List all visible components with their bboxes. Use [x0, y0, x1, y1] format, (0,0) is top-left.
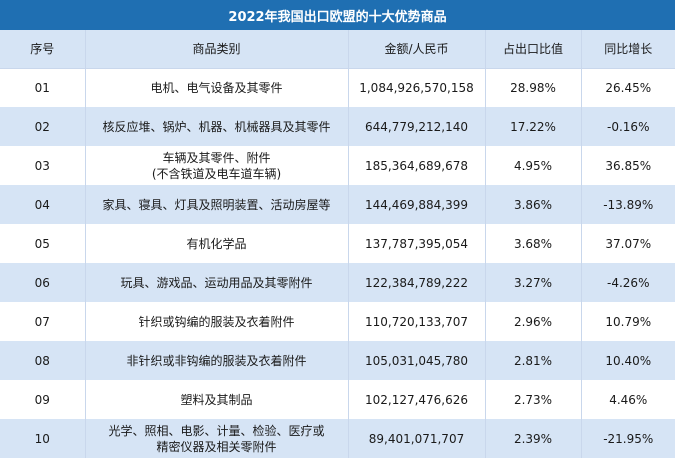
- table-row: 05 有机化学品 137,787,395,054 3.68% 37.07%: [0, 224, 675, 263]
- row-amount: 105,031,045,780: [348, 341, 486, 380]
- row-growth: -21.95%: [603, 431, 654, 446]
- category-line: 光学、照相、电影、计量、检验、医疗或: [108, 423, 325, 438]
- row-share: 4.95%: [485, 146, 582, 185]
- row-share: 17.22%: [485, 107, 582, 146]
- row-category: 非针织或非钩编的服装及衣着附件: [85, 341, 349, 380]
- category-line: 车辆及其零件、附件: [162, 150, 271, 165]
- header-share: 占出口比值: [485, 30, 582, 69]
- category-line: 核反应堆、锅炉、机器、机械器具及其零件: [102, 119, 331, 134]
- row-growth: 36.85%: [605, 158, 652, 173]
- row-index: 01: [0, 68, 86, 107]
- row-growth: -0.16%: [607, 119, 650, 134]
- row-share: 3.86%: [485, 185, 582, 224]
- header-row: 序号 商品类别 金额/人民币 占出口比值 同比增长: [0, 30, 675, 69]
- row-amount: 89,401,071,707: [348, 419, 486, 458]
- row-amount: 144,469,884,399: [348, 185, 486, 224]
- table-row: 10 光学、照相、电影、计量、检验、医疗或 精密仪器及相关零附件 89,401,071…: [0, 419, 675, 458]
- table-row: 07 针织或钩编的服装及衣着附件 110,720,133,707 2.96% 10.79…: [0, 302, 675, 341]
- row-share: 2.73%: [485, 380, 582, 419]
- category-line: 针织或钩编的服装及衣着附件: [138, 314, 295, 329]
- row-share: 2.96%: [485, 302, 582, 341]
- row-amount: 644,779,212,140: [348, 107, 486, 146]
- row-growth: 10.40%: [605, 353, 652, 368]
- category-line: 玩具、游戏品、运动用品及其零附件: [120, 275, 313, 290]
- table-row: 02 核反应堆、锅炉、机器、机械器具及其零件 644,779,212,140 17.2…: [0, 107, 675, 146]
- row-category: 针织或钩编的服装及衣着附件: [85, 302, 349, 341]
- row-index: 06: [0, 263, 86, 302]
- header-growth: 同比增长: [581, 30, 675, 69]
- row-amount: 137,787,395,054: [348, 224, 486, 263]
- category-line: 有机化学品: [186, 236, 247, 251]
- row-index: 10: [0, 419, 86, 458]
- row-category: 核反应堆、锅炉、机器、机械器具及其零件: [85, 107, 349, 146]
- row-category: 光学、照相、电影、计量、检验、医疗或 精密仪器及相关零附件: [85, 419, 349, 458]
- category-line: 电机、电气设备及其零件: [150, 80, 283, 95]
- row-index: 04: [0, 185, 86, 224]
- row-share: 3.68%: [485, 224, 582, 263]
- row-index: 02: [0, 107, 86, 146]
- row-share: 3.27%: [485, 263, 582, 302]
- table-body: 01 电机、电气设备及其零件 1,084,926,570,158 28.98% 26.4…: [0, 68, 675, 458]
- table-row: 01 电机、电气设备及其零件 1,084,926,570,158 28.98% 26.4…: [0, 68, 675, 107]
- table-row: 08 非针织或非钩编的服装及衣着附件 105,031,045,780 2.81% 10.…: [0, 341, 675, 380]
- category-line: 家具、寝具、灯具及照明装置、活动房屋等: [102, 197, 331, 212]
- table-row: 03 车辆及其零件、附件 (不含铁道及电车道车辆) 185,364,689,678 4.…: [0, 146, 675, 185]
- data-table: 序号 商品类别 金额/人民币 占出口比值 同比增长 01 电机、电气设备及其零件 1…: [0, 30, 675, 458]
- row-growth: 10.79%: [605, 314, 652, 329]
- row-category: 家具、寝具、灯具及照明装置、活动房屋等: [85, 185, 349, 224]
- row-category: 有机化学品: [85, 224, 349, 263]
- row-growth: 37.07%: [605, 236, 652, 251]
- category-line: 精密仪器及相关零附件: [156, 439, 277, 454]
- category-line: (不含铁道及电车道车辆): [151, 166, 282, 181]
- table-row: 04 家具、寝具、灯具及照明装置、活动房屋等 144,469,884,399 3.86…: [0, 185, 675, 224]
- table-title: 2022年我国出口欧盟的十大优势商品: [0, 0, 675, 30]
- row-amount: 122,384,789,222: [348, 263, 486, 302]
- row-growth: -13.89%: [603, 197, 654, 212]
- header-amount: 金额/人民币: [348, 30, 486, 69]
- row-category: 塑料及其制品: [85, 380, 349, 419]
- row-growth: -4.26%: [607, 275, 650, 290]
- row-index: 05: [0, 224, 86, 263]
- row-index: 07: [0, 302, 86, 341]
- row-amount: 185,364,689,678: [348, 146, 486, 185]
- header-index: 序号: [0, 30, 86, 69]
- row-category: 电机、电气设备及其零件: [85, 68, 349, 107]
- row-amount: 110,720,133,707: [348, 302, 486, 341]
- table-row: 09 塑料及其制品 102,127,476,626 2.73% 4.46%: [0, 380, 675, 419]
- row-amount: 1,084,926,570,158: [348, 68, 486, 107]
- row-category: 车辆及其零件、附件 (不含铁道及电车道车辆): [85, 146, 349, 185]
- row-amount: 102,127,476,626: [348, 380, 486, 419]
- header-category: 商品类别: [85, 30, 349, 69]
- row-index: 09: [0, 380, 86, 419]
- category-line: 塑料及其制品: [180, 392, 253, 407]
- row-category: 玩具、游戏品、运动用品及其零附件: [85, 263, 349, 302]
- table-row: 06 玩具、游戏品、运动用品及其零附件 122,384,789,222 3.27% -4…: [0, 263, 675, 302]
- row-share: 28.98%: [485, 68, 582, 107]
- row-index: 03: [0, 146, 86, 185]
- row-share: 2.81%: [485, 341, 582, 380]
- row-growth: 4.46%: [609, 392, 648, 407]
- row-growth: 26.45%: [605, 80, 652, 95]
- row-index: 08: [0, 341, 86, 380]
- row-share: 2.39%: [485, 419, 582, 458]
- category-line: 非针织或非钩编的服装及衣着附件: [126, 353, 307, 368]
